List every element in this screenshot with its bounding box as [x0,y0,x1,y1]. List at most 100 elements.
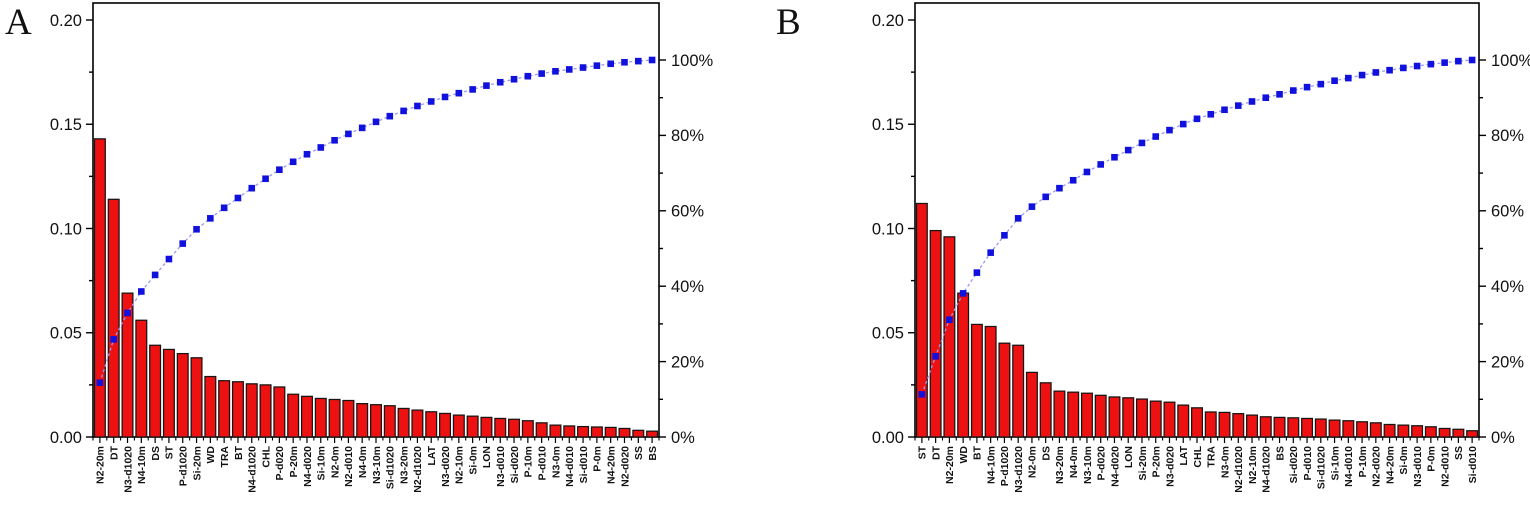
x-tick-label: N3-d020 [440,446,452,487]
cumulative-marker [124,309,131,317]
x-tick-label: N2-0m [329,446,341,478]
pareto-bar [1383,423,1396,438]
pareto-bar [452,414,465,438]
x-tick-label: N2-0m [1027,446,1039,478]
cumulative-marker [1331,77,1338,85]
cumulative-marker [973,269,981,276]
x-tick-label: N4-d1020 [1261,446,1273,493]
cumulative-marker [579,64,587,71]
cumulative-marker [1221,106,1228,114]
cumulative-marker [1042,193,1049,201]
x-tick-label: DS [1040,446,1052,461]
pareto-bar [1466,430,1479,438]
x-tick-label: N2-d010 [1439,446,1451,487]
pareto-bar [135,319,148,438]
pareto-bar [1356,421,1369,438]
pareto-bar [929,229,942,438]
x-tick-label: Si-20m [191,446,203,480]
cumulative-marker [648,56,656,64]
pareto-bar [397,407,410,438]
pareto-bar [1397,424,1410,438]
cumulative-marker [1303,83,1311,91]
cumulative-marker [1372,69,1380,76]
right-axis-tick-label: 20% [671,353,704,371]
x-tick-label: N4-20m [605,446,617,484]
pareto-bar [1259,416,1272,438]
pareto-bar [1369,422,1382,438]
pareto-bar [970,323,983,438]
x-tick-label: N4-d020 [302,446,314,487]
right-axis-tick-label: 0% [1491,429,1515,447]
pareto-bar [915,202,928,438]
cumulative-marker [1413,62,1421,70]
x-tick-label: DS [150,446,162,461]
pareto-bar [149,344,162,438]
x-tick-label: N2-d1020 [412,446,424,493]
x-tick-label: P-d010 [536,446,548,481]
pareto-bar [314,397,327,438]
cumulative-marker [918,391,926,398]
x-tick-label: SS [633,446,645,460]
x-tick-label: WD [205,446,217,464]
cumulative-marker [621,58,628,66]
pareto-bar [259,384,272,438]
cumulative-marker [607,60,614,68]
pareto-bar [1301,417,1314,438]
pareto-bar [957,292,970,438]
pareto-bar [494,417,507,438]
cumulative-marker [510,75,518,83]
cumulative-marker [345,130,352,138]
x-tick-label: DT [930,445,942,460]
pareto-bar [439,412,452,438]
cumulative-marker [1097,161,1105,168]
pareto-bar [1067,391,1080,438]
cumulative-marker [987,249,994,256]
pareto-bar [604,426,617,438]
x-tick-label: P-d020 [274,446,286,481]
right-axis-tick-label: 60% [1491,203,1524,221]
pareto-bar [356,403,369,438]
cumulative-marker [634,57,642,65]
x-tick-label: N3-d010 [1412,446,1424,487]
x-tick-label: N2-20m [944,446,956,484]
right-axis-tick-label: 100% [1491,52,1530,70]
cumulative-marker [220,204,228,212]
x-tick-label: P-0m [592,446,604,472]
x-tick-label: BT [972,445,984,460]
x-tick-label: N3-0m [550,446,562,478]
x-tick-label: WD [958,446,970,464]
x-tick-label: N4-0m [1068,446,1080,478]
pareto-bar [618,427,631,438]
pareto-bar [521,420,534,438]
x-tick-label: N3-d010 [495,446,507,487]
x-tick-label: N4-0m [357,446,369,478]
cumulative-marker [165,255,173,263]
cumulative-marker [1083,168,1091,176]
cumulative-marker [1138,139,1146,147]
x-tick-label: N4-10m [136,446,148,484]
x-tick-label: P-0m [1426,446,1438,472]
pareto-bar [1122,397,1135,438]
pareto-bar [1328,419,1341,438]
pareto-bar [1163,401,1176,438]
pareto-bar [563,425,576,438]
pareto-bar [535,422,548,438]
cumulative-marker [483,82,490,89]
cumulative-marker [138,288,145,295]
x-tick-label: CHL [1192,445,1204,467]
cumulative-marker [1124,146,1132,154]
x-tick-label: N2-d1020 [1233,446,1245,493]
x-tick-label: N3-0m [1219,446,1231,478]
pareto-bar [342,399,355,438]
x-tick-label: CHL [260,445,272,467]
right-axis-tick-label: 60% [671,203,704,221]
cumulative-marker [1111,153,1118,161]
pareto-bar [93,138,106,438]
x-tick-label: BS [1274,446,1286,461]
x-tick-label: N4-20m [1384,446,1396,484]
cumulative-marker [372,118,380,126]
x-tick-label: TRA [219,446,231,468]
x-tick-label: P-d1020 [999,446,1011,486]
right-axis-tick-label: 20% [1491,353,1524,371]
